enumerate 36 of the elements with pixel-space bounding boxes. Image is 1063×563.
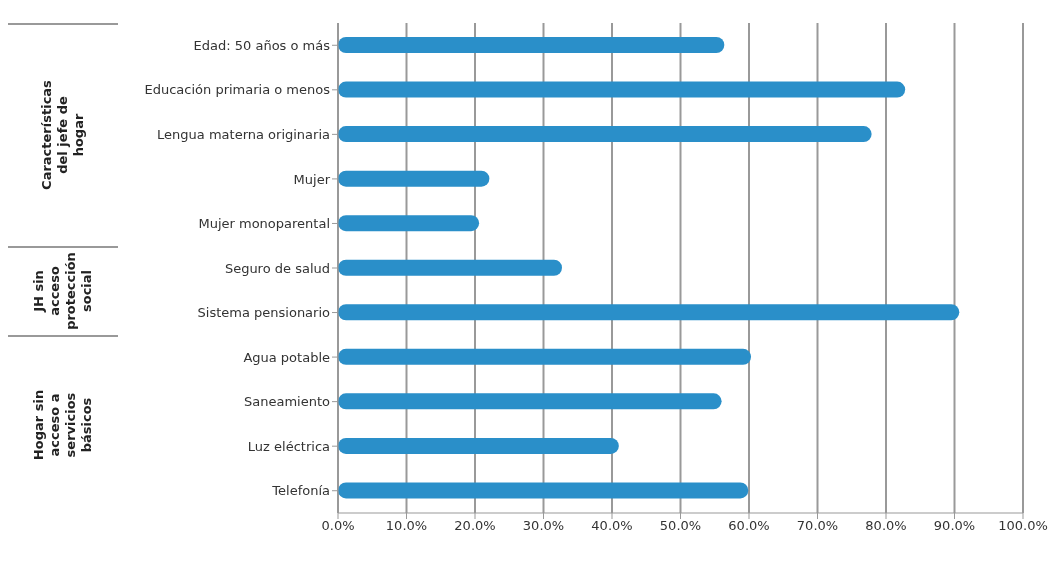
bar (338, 37, 725, 53)
x-tick-label: 50.0% (659, 518, 702, 534)
y-tick-label: Saneamiento (244, 394, 331, 410)
x-tick-label: 30.0% (522, 518, 565, 534)
bar (338, 170, 490, 187)
y-tick-label: Telefonía (271, 483, 330, 499)
bar (338, 81, 906, 98)
bar (338, 259, 562, 276)
bar (338, 126, 872, 143)
x-tick-label: 100.0% (998, 518, 1048, 534)
y-tick-label: Seguro de salud (224, 260, 330, 276)
y-tick-label: Mujer (293, 171, 331, 187)
bar (338, 304, 960, 321)
text: Características del jefe de hogar (39, 80, 87, 191)
bar (338, 348, 752, 365)
y-tick-label: Luz eléctrica (247, 438, 330, 454)
x-tick-label: 20.0% (454, 518, 496, 534)
x-tick-label: 0.0% (321, 518, 355, 534)
text: Hogar sin acceso a servicios básicos (31, 388, 95, 463)
bar (338, 215, 480, 232)
x-tick-label: 70.0% (796, 518, 839, 534)
x-tick-label: 10.0% (385, 518, 428, 534)
text: JH sin acceso protección social (30, 251, 95, 331)
x-tick-label: 60.0% (728, 518, 770, 534)
bar (338, 393, 722, 410)
bar (338, 437, 619, 454)
bar (338, 482, 749, 499)
x-tick-label: 80.0% (865, 518, 907, 534)
y-tick-label: Lengua materna originaria (157, 126, 330, 142)
y-tick-label: Agua potable (243, 349, 330, 365)
y-tick-label: Sistema pensionario (197, 305, 331, 321)
x-tick-label: 90.0% (933, 518, 976, 534)
x-tick-label: 40.0% (591, 518, 633, 534)
y-tick-label: Edad: 50 años o más (193, 37, 331, 53)
y-tick-label: Mujer monoparental (198, 216, 330, 232)
y-tick-label: Educación primaria o menos (144, 82, 331, 98)
